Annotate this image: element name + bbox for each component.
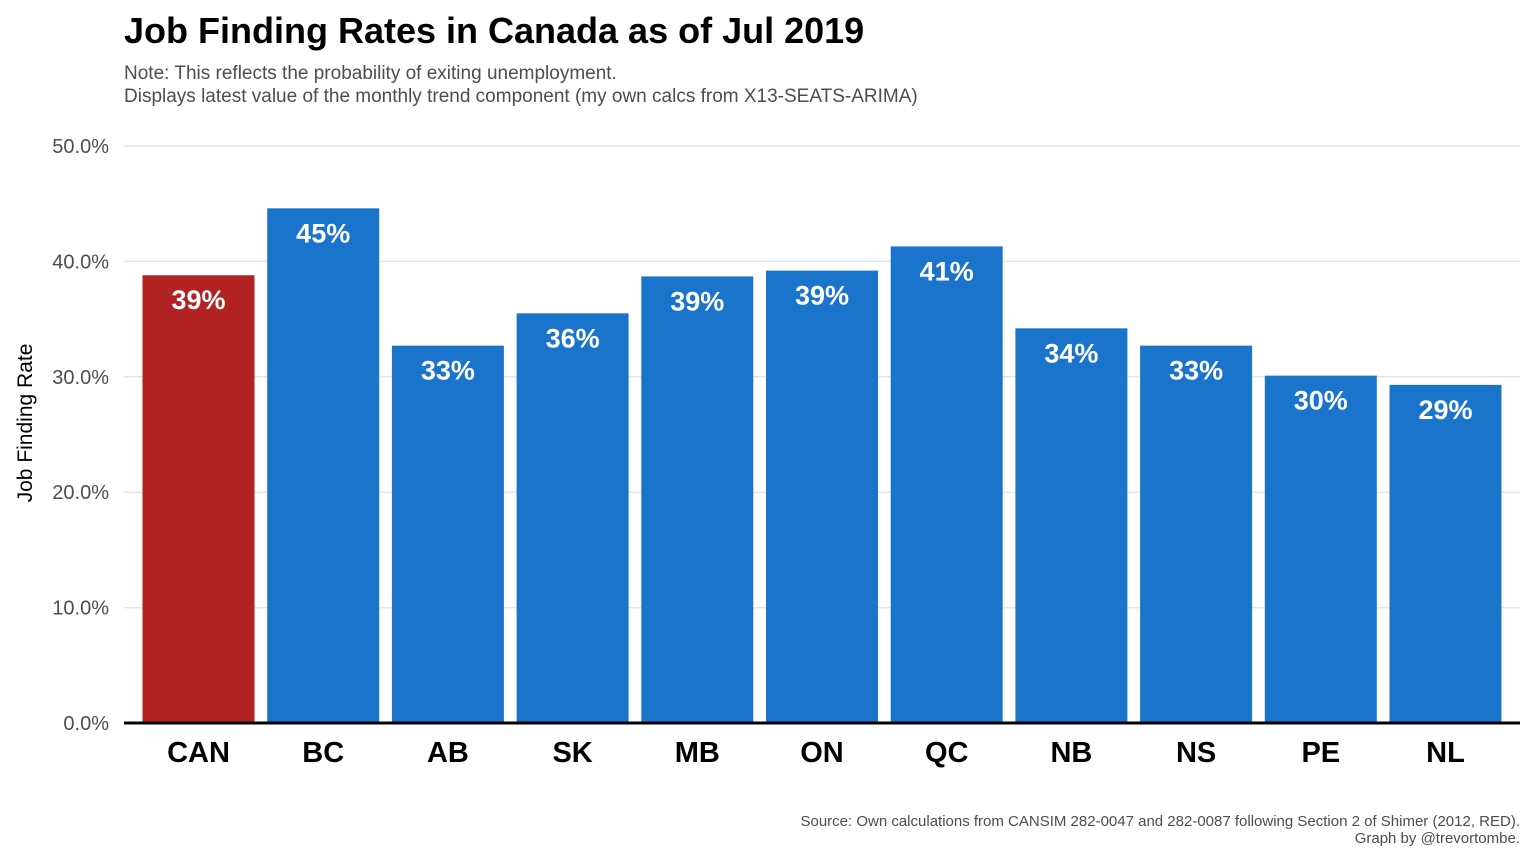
chart-subtitle-line-1: Note: This reflects the probability of e… bbox=[124, 63, 617, 84]
bar-bc bbox=[267, 208, 380, 724]
y-tick-label: 20.0% bbox=[52, 482, 109, 504]
y-axis-tick-labels: 0.0% 10.0% 20.0% 30.0% 40.0% 50.0% bbox=[52, 136, 109, 735]
bar-on bbox=[766, 270, 878, 723]
chart-source-caption: Source: Own calculations from CANSIM 282… bbox=[800, 813, 1520, 830]
x-tick-label-bc: BC bbox=[302, 737, 344, 769]
y-tick-label: 50.0% bbox=[52, 136, 109, 158]
bar-value-label-ab: 33% bbox=[421, 356, 475, 386]
bar-value-label-can: 39% bbox=[171, 285, 225, 315]
y-tick-label: 40.0% bbox=[52, 251, 109, 273]
x-tick-label-mb: MB bbox=[675, 737, 720, 769]
bar-value-label-sk: 36% bbox=[546, 323, 600, 353]
x-tick-label-qc: QC bbox=[925, 737, 969, 769]
bar-nl bbox=[1389, 384, 1502, 723]
x-tick-label-sk: SK bbox=[552, 737, 592, 769]
x-tick-label-ns: NS bbox=[1176, 737, 1216, 769]
bar-value-label-qc: 41% bbox=[920, 256, 974, 286]
bar-value-label-nl: 29% bbox=[1418, 395, 1472, 425]
bar-value-label-nb: 34% bbox=[1044, 338, 1098, 368]
y-axis-title: Job Finding Rate bbox=[14, 344, 37, 503]
y-tick-label: 0.0% bbox=[63, 713, 109, 735]
y-tick-label: 10.0% bbox=[52, 598, 109, 620]
bar-ns bbox=[1140, 345, 1253, 723]
chart-title: Job Finding Rates in Canada as of Jul 20… bbox=[124, 10, 865, 51]
bar-value-label-pe: 30% bbox=[1294, 386, 1348, 416]
bar-qc bbox=[890, 246, 1003, 723]
bar-value-labels: 39% 45% 33% 36% 39% 39% 41% 34% 33% 30% 29% bbox=[171, 218, 1472, 425]
x-tick-label-nb: NB bbox=[1050, 737, 1092, 769]
bar-value-label-bc: 45% bbox=[296, 218, 350, 248]
bars bbox=[142, 208, 1502, 724]
x-tick-label-ab: AB bbox=[427, 737, 469, 769]
x-tick-label-on: ON bbox=[800, 737, 844, 769]
bar-value-label-mb: 39% bbox=[670, 286, 724, 316]
x-axis-tick-labels: CAN BC AB SK MB ON QC NB NS PE NL bbox=[167, 737, 1465, 769]
x-tick-label-can: CAN bbox=[167, 737, 230, 769]
bar-ab bbox=[391, 345, 504, 723]
bar-pe bbox=[1264, 375, 1377, 723]
bar-value-label-ns: 33% bbox=[1169, 356, 1223, 386]
bar-mb bbox=[641, 276, 754, 723]
x-tick-label-pe: PE bbox=[1301, 737, 1340, 769]
y-tick-label: 30.0% bbox=[52, 367, 109, 389]
bar-value-label-on: 39% bbox=[795, 281, 849, 311]
bar-nb bbox=[1015, 328, 1128, 723]
chart-credit-caption: Graph by @trevortombe. bbox=[1354, 830, 1520, 847]
x-tick-label-nl: NL bbox=[1426, 737, 1465, 769]
bar-can bbox=[142, 275, 255, 723]
chart-subtitle-line-2: Displays latest value of the monthly tre… bbox=[124, 86, 918, 107]
bar-sk bbox=[516, 313, 629, 723]
